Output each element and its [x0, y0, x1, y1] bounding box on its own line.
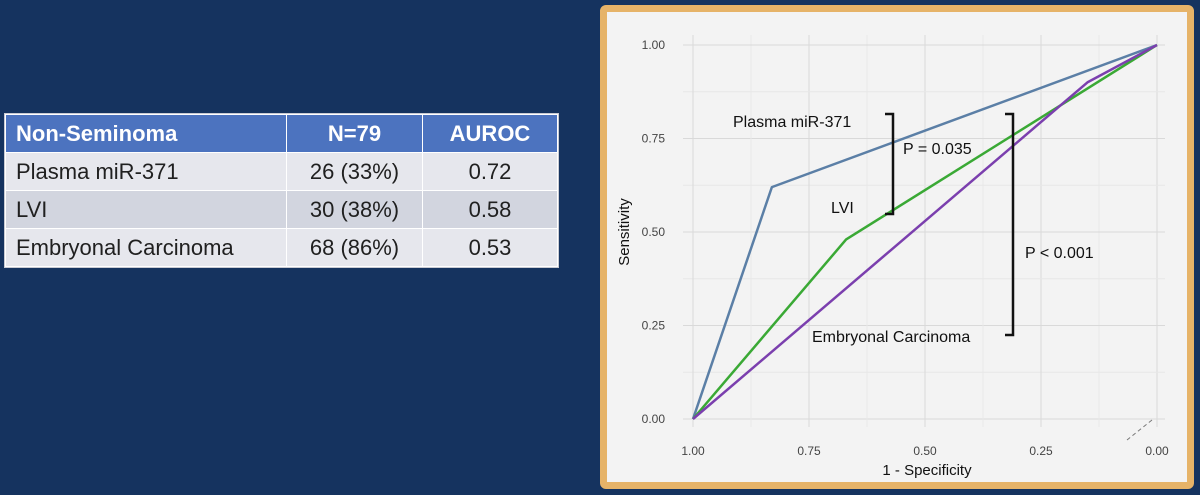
x-tick-label: 0.25: [1029, 444, 1053, 458]
tick-labels: 1.00 0.75 0.50 0.25 0.00 0.00 0.25 0.50 0.75 1.00: [642, 38, 1169, 458]
row-auroc: 0.58: [422, 190, 558, 229]
y-axis-label: Sensitivity: [616, 198, 633, 266]
x-tick-label: 0.50: [913, 444, 937, 458]
row-auroc: 0.72: [422, 152, 558, 191]
series-layer: [691, 43, 1158, 420]
y-tick-label: 0.50: [642, 225, 666, 239]
reference-diagonal: [1126, 419, 1153, 441]
series-line-embryonal-carcinoma: [692, 43, 1158, 420]
x-tick-label: 1.00: [681, 444, 705, 458]
table-row: Plasma miR-371 26 (33%) 0.72: [5, 152, 558, 191]
row-n: 26 (33%): [286, 152, 423, 191]
series-label-embryonal: Embryonal Carcinoma: [812, 329, 970, 346]
y-tick-label: 0.25: [642, 319, 666, 333]
header-non-seminoma: Non-Seminoma: [5, 114, 287, 153]
table-header-row: Non-Seminoma N=79 AUROC: [5, 114, 558, 153]
roc-chart: 1.00 0.75 0.50 0.25 0.000.000.250.500.751.00…: [616, 35, 1169, 479]
auroc-table-container: Non-Seminoma N=79 AUROC Plasma miR-371 2…: [4, 113, 559, 268]
row-label: Embryonal Carcinoma: [5, 228, 287, 267]
annotation-p035: P = 0.035: [903, 141, 972, 158]
table-row: Embryonal Carcinoma 68 (86%) 0.53: [5, 228, 558, 267]
row-n: 30 (38%): [286, 190, 423, 229]
y-tick-label: 1.00: [642, 38, 666, 52]
bracket-p001: [1005, 112, 1015, 337]
table-row: LVI 30 (38%) 0.58: [5, 190, 558, 229]
series-line-plasma-mir-371: [691, 43, 1158, 420]
roc-chart-frame: 1.00 0.75 0.50 0.25 0.00 0.00 0.25 0.50 0.75 1.00…: [600, 5, 1194, 489]
grid: [683, 35, 1165, 427]
row-label: LVI: [5, 190, 287, 229]
row-label: Plasma miR-371: [5, 152, 287, 191]
x-axis-label: 1 - Specificity: [882, 462, 972, 479]
auroc-table: Non-Seminoma N=79 AUROC Plasma miR-371 2…: [5, 114, 558, 267]
header-n: N=79: [286, 114, 423, 153]
x-tick-label: 0.75: [797, 444, 821, 458]
y-tick-label: 0.00: [642, 412, 666, 426]
bracket-p035: [885, 112, 895, 216]
series-label-plasma: Plasma miR-371: [733, 114, 851, 131]
row-n: 68 (86%): [286, 228, 423, 267]
y-tick-label: 0.75: [642, 132, 666, 146]
x-tick-label: 0.00: [1145, 444, 1169, 458]
row-auroc: 0.53: [422, 228, 558, 267]
series-label-lvi: LVI: [831, 200, 854, 217]
annotation-p001: P < 0.001: [1025, 245, 1094, 262]
header-auroc: AUROC: [422, 114, 558, 153]
